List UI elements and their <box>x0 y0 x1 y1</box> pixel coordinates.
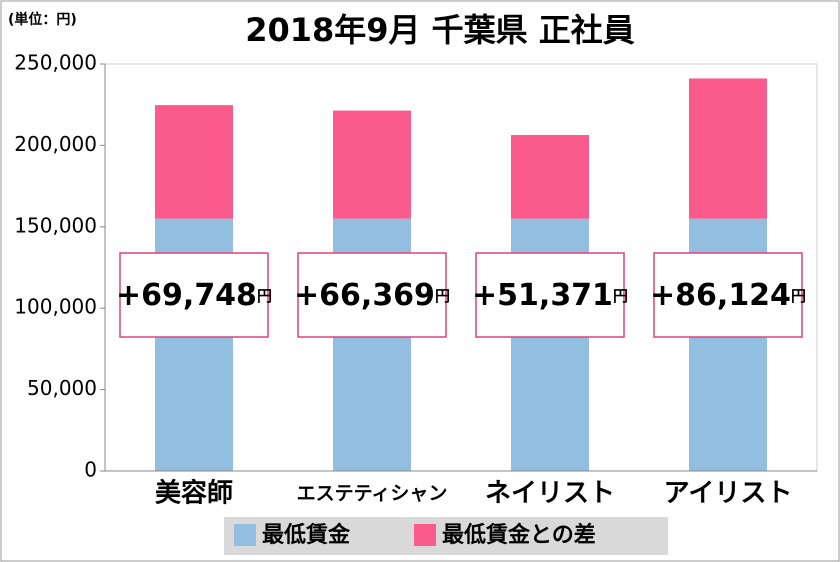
x-tick-label: ネイリスト <box>485 479 615 509</box>
data-label-value: +86,124 <box>650 278 791 313</box>
bar-segment <box>155 105 233 219</box>
data-label: +69,748円 <box>116 278 272 313</box>
bar-segment <box>511 135 589 219</box>
legend-box <box>224 517 668 555</box>
y-tick-label: 50,000 <box>27 376 97 400</box>
legend-label: 最低賃金との差 <box>442 522 596 548</box>
x-tick-label: 美容師 <box>155 478 233 509</box>
data-label-value: +69,748 <box>116 278 257 313</box>
label-box <box>653 252 803 338</box>
y-tick-label: 0 <box>84 458 97 482</box>
legend-label: 最低賃金 <box>262 522 351 548</box>
data-label-unit: 円 <box>257 287 272 305</box>
label-box <box>119 252 269 338</box>
label-box <box>297 252 447 338</box>
data-label-unit: 円 <box>791 287 806 305</box>
unit-label: (単位：円) <box>8 11 77 28</box>
data-label: +66,369円 <box>294 278 450 313</box>
x-tick-label: アイリスト <box>664 479 793 509</box>
data-label-unit: 円 <box>613 287 628 305</box>
bar-segment <box>333 110 411 219</box>
label-box <box>475 252 625 338</box>
data-label-value: +66,369 <box>294 278 435 313</box>
data-label-value: +51,371 <box>472 278 613 313</box>
y-tick-label: 100,000 <box>14 295 97 319</box>
bar-segment <box>689 78 767 219</box>
legend-swatch <box>234 524 256 546</box>
legend-swatch <box>414 524 436 546</box>
y-tick-label: 250,000 <box>14 51 97 75</box>
y-tick-label: 150,000 <box>14 213 97 237</box>
data-label: +51,371円 <box>472 278 628 313</box>
y-tick-label: 200,000 <box>14 132 97 156</box>
chart-title: 2018年9月 千葉県 正社員 <box>245 11 635 49</box>
data-label-unit: 円 <box>435 287 450 305</box>
data-label: +86,124円 <box>650 278 806 313</box>
x-tick-label: エステティシャン <box>297 483 448 505</box>
